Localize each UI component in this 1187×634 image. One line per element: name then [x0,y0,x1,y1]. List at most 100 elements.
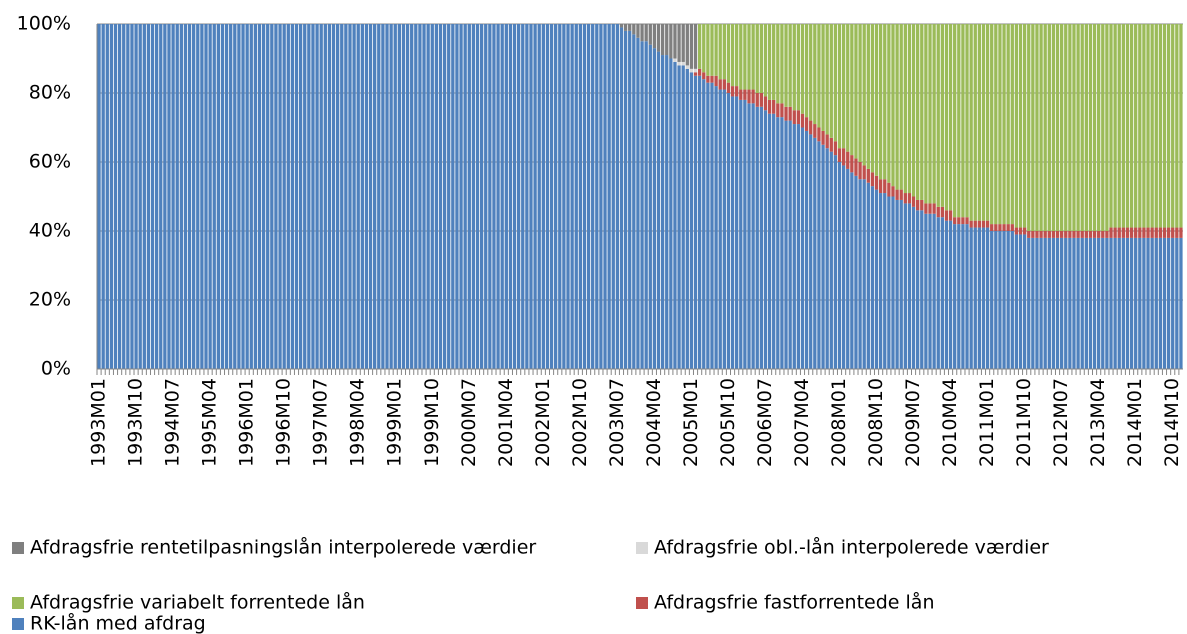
bar-segment [817,127,821,142]
bar-segment [1014,234,1019,369]
bar-segment [1134,24,1138,228]
bar-segment [702,79,706,369]
y-tick-label: 60% [29,151,71,173]
bar-segment [969,227,973,369]
bar-segment [660,24,665,56]
bar-segment [294,24,299,369]
bar-segment [1125,237,1130,369]
bar-segment [767,113,772,369]
bar-segment [858,24,862,162]
bar-segment [418,24,422,369]
bar-segment [426,24,430,369]
bar-segment [961,224,965,369]
bar-segment [1146,237,1150,369]
bar-segment [1022,24,1027,228]
bar-segment [755,106,759,370]
bar-segment [447,24,451,369]
bar-segment [566,24,570,369]
bar-segment [763,24,768,97]
bar-segment [389,24,393,369]
bar-segment [521,24,525,369]
bar-segment [101,24,105,369]
bar-segment [208,24,212,369]
x-tick-label: 2007M04 [791,378,813,467]
bar-segment [558,24,562,369]
bar-segment [780,103,784,118]
bar-segment [878,193,883,369]
bar-segment [1179,237,1183,369]
bar-segment [1072,231,1076,238]
bar-segment [628,24,632,31]
bar-segment [1158,24,1163,228]
bar-segment [677,61,681,66]
bar-segment [1010,231,1014,369]
bar-segment [1146,24,1150,228]
bar-segment [249,24,253,369]
bar-segment [730,24,735,87]
bar-segment [940,24,945,207]
bar-segment [377,24,381,369]
bar-segment [854,24,858,159]
bar-segment [809,120,813,135]
bar-segment [636,37,640,370]
bar-segment [623,24,628,31]
bar-segment [706,24,710,76]
bar-segment [1179,227,1183,238]
y-tick-label: 40% [29,220,71,242]
bar-segment [529,24,533,369]
bar-segment [928,24,932,204]
bar-segment [985,227,990,369]
bar-segment [841,148,846,166]
bar-segment [821,130,825,145]
bar-segment [200,24,204,369]
bar-segment [233,24,237,369]
bar-segment [545,24,550,369]
bar-segment [1134,237,1138,369]
bar-segment [1166,237,1171,369]
bar-segment [759,24,764,93]
bar-segment [130,24,134,369]
bar-segment [969,220,973,228]
bar-segment [693,75,698,369]
bar-segment [821,144,825,369]
bar-segment [105,24,109,369]
bar-segment [677,24,681,62]
bar-segment [245,24,249,369]
bar-segment [948,210,953,221]
bar-segment [1129,24,1134,228]
bar-segment [706,82,710,370]
bar-segment [767,24,772,100]
x-tick-label: 1996M10 [273,378,295,467]
bar-segment [1117,237,1121,369]
bar-segment [1059,237,1064,369]
bar-segment [809,24,813,121]
bar-segment [792,124,796,369]
bar-segment [833,141,838,156]
bar-segment [747,89,751,104]
bar-segment [656,51,661,369]
bar-segment [340,24,344,369]
bar-segment [1027,231,1031,238]
bar-segment [702,24,706,73]
bar-segment [1055,24,1060,231]
bar-segment [525,24,529,369]
bar-segment [179,24,183,369]
bar-segment [866,182,870,369]
bar-segment [1117,24,1121,228]
bar-segment [878,179,883,194]
bar-segment [965,224,969,369]
bar-segment [1018,227,1023,235]
bar-segment [1125,24,1130,228]
bar-segment [1059,24,1064,231]
bar-segment [973,227,977,369]
bar-segment [924,213,928,369]
bar-segment [348,24,352,369]
bar-segment [1064,231,1068,238]
bar-segment [1105,24,1109,231]
bar-segment [1138,24,1142,228]
bar-segment [936,217,940,369]
bar-segment [1166,24,1171,228]
bar-segment [1055,237,1060,369]
bar-segment [652,48,657,370]
bar-segment [911,196,916,207]
